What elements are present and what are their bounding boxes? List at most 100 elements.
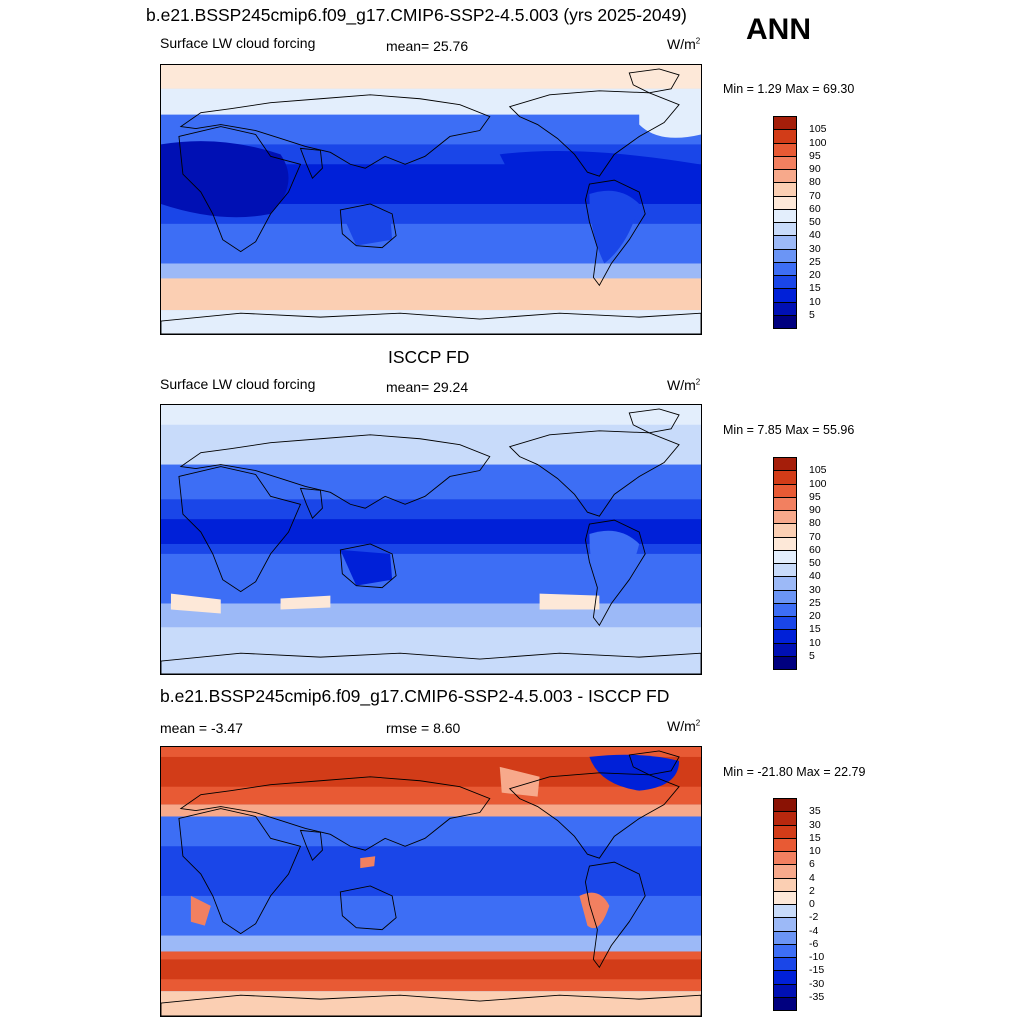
colorbar-swatch [773, 837, 797, 852]
contour-region [539, 593, 600, 610]
coastline [179, 434, 491, 509]
coastline [161, 652, 701, 674]
colorbar-swatch [773, 602, 797, 617]
contour-region [589, 754, 680, 791]
colorbar-swatch [773, 261, 797, 276]
colorbar-swatch [773, 798, 797, 813]
colorbar-swatch [773, 496, 797, 511]
colorbar-tick-label: 50 [809, 557, 821, 569]
colorbar-swatch [773, 824, 797, 839]
colorbar-swatch [773, 142, 797, 157]
season-label: ANN [746, 13, 811, 46]
contour-band [161, 846, 701, 896]
colorbar-tick-label: -35 [809, 990, 825, 1003]
colorbar-swatch [773, 301, 797, 316]
contour-region [280, 595, 331, 610]
colorbar-swatch [773, 169, 797, 184]
colorbar-swatch [773, 314, 797, 329]
colorbar-swatch [773, 457, 797, 472]
colorbar-tick-label: 20 [809, 610, 821, 622]
colorbar-tick-label: 60 [809, 202, 821, 215]
panel2-map [160, 404, 702, 675]
contour-band [161, 804, 701, 817]
contour-region [499, 151, 700, 204]
coastline [339, 885, 397, 931]
colorbar-tick-label: 40 [809, 229, 821, 242]
coastline [178, 126, 302, 253]
colorbar-tick-label: -15 [809, 964, 825, 977]
contour-band [161, 88, 701, 115]
coastline [584, 861, 646, 969]
coastline [299, 829, 323, 861]
colorbar-tick-label: -2 [809, 911, 819, 924]
colorbar-tick-label: 50 [809, 216, 821, 228]
contour-region [360, 856, 376, 869]
colorbar-swatch [773, 483, 797, 498]
colorbar-swatch [773, 235, 797, 250]
figure-title: b.e21.BSSP245cmip6.f09_g17.CMIP6-SSP2-4.… [146, 5, 687, 25]
coastline [161, 994, 701, 1016]
panel1-mean-label: mean= 25.76 [386, 38, 469, 54]
colorbar-tick-label: 30 [809, 818, 821, 831]
colorbar-tick-label: 0 [809, 898, 815, 910]
panel1-variable-label: Surface LW cloud forcing [160, 35, 316, 51]
contour-band [161, 310, 701, 334]
panel2-variable-label: Surface LW cloud forcing [160, 376, 316, 392]
colorbar-tick-label: 5 [809, 649, 815, 662]
panel3-title: b.e21.BSSP245cmip6.f09_g17.CMIP6-SSP2-4.… [160, 686, 670, 706]
panel1-minmax: Min = 1.29 Max = 69.30 [723, 82, 855, 96]
contour-band [161, 959, 701, 980]
colorbar-swatch [773, 523, 797, 538]
coastline [339, 543, 397, 589]
panel3-mean-label: mean = -3.47 [160, 720, 243, 736]
colorbar-tick-label: 15 [809, 831, 821, 844]
coastline [339, 203, 397, 249]
colorbar-tick-label: 10 [809, 295, 821, 308]
panel3-rmse-label: rmse = 8.60 [386, 720, 461, 736]
coastline [178, 808, 302, 935]
colorbar-tick-label: 95 [809, 149, 821, 162]
colorbar-tick-label: 60 [809, 543, 821, 556]
colorbar-tick-label: 105 [809, 464, 827, 477]
coastline [179, 776, 491, 851]
contour-region [340, 549, 393, 586]
panel3-units: W/m2 [667, 718, 701, 734]
colorbar-tick-label: -6 [809, 937, 819, 950]
panel2-colorbar: 105 100 95 90 80 70 60 50 40 30 25 20 15 10 5 [773, 457, 827, 670]
contour-region [161, 141, 289, 218]
colorbar-swatch [773, 589, 797, 604]
contour-region [340, 209, 393, 246]
colorbar-tick-label: 25 [809, 255, 821, 268]
panel2-title: ISCCP FD [388, 347, 470, 367]
colorbar-tick-label: 90 [809, 163, 821, 175]
colorbar-swatch [773, 510, 797, 525]
panel1-units: W/m2 [667, 36, 701, 52]
panel3-colorbar: 35 30 15 10 6 4 2 0 -2 -4 -6 -10 -15 -30 -35 [773, 798, 824, 1011]
coastline [628, 750, 680, 776]
colorbar-tick-label: 15 [809, 282, 821, 295]
contour-band [161, 65, 701, 89]
panel3-minmax: Min = -21.80 Max = 22.79 [723, 765, 866, 779]
colorbar-tick-label: 105 [809, 123, 827, 136]
colorbar-tick-label: -10 [809, 951, 825, 963]
colorbar-tick-label: 15 [809, 623, 821, 636]
colorbar-tick-label: 90 [809, 504, 821, 516]
colorbar-swatch [773, 996, 797, 1011]
coastline [299, 147, 323, 179]
colorbar-tick-label: 25 [809, 596, 821, 609]
panel3-map [160, 746, 702, 1017]
colorbar-swatch [773, 563, 797, 578]
colorbar-tick-label: 6 [809, 858, 815, 871]
colorbar-swatch [773, 877, 797, 892]
contour-band [161, 603, 701, 628]
coastline [584, 179, 646, 287]
coastline [584, 519, 646, 627]
contour-region [589, 190, 640, 264]
colorbar-swatch [773, 983, 797, 998]
coastline [628, 68, 680, 94]
panel1-colorbar: 105 100 95 90 80 70 60 50 40 30 25 20 15 10 5 [773, 116, 827, 329]
colorbar-swatch [773, 930, 797, 945]
colorbar-swatch [773, 275, 797, 290]
coastline [161, 312, 701, 334]
panel2-minmax: Min = 7.85 Max = 55.96 [723, 423, 855, 437]
